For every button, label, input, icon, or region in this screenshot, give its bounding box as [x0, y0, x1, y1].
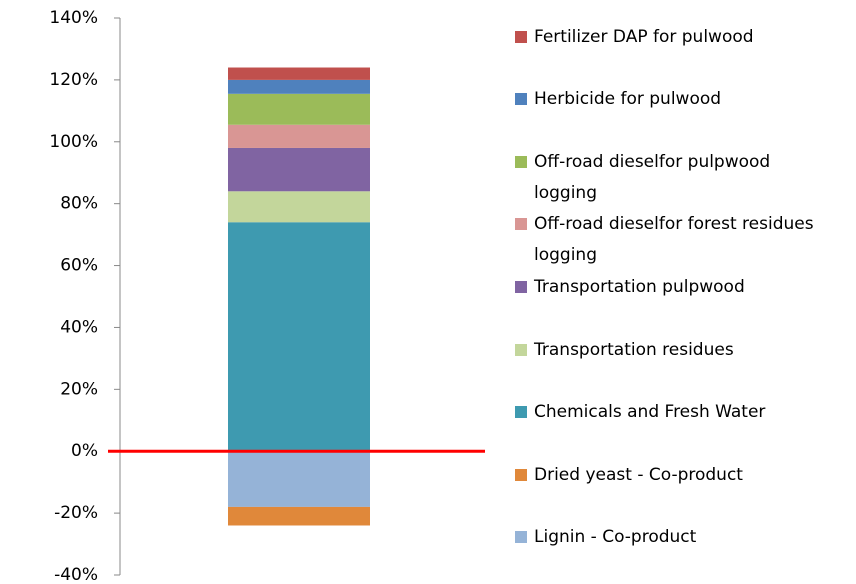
legend-label: Fertilizer DAP for pulwood	[534, 26, 754, 47]
y-tick-label: -20%	[54, 503, 98, 523]
bar-segment	[228, 506, 370, 526]
legend-label: Chemicals and Fresh Water	[534, 402, 766, 423]
legend-label: Dried yeast - Co-product	[534, 464, 743, 485]
legend-label: Herbicide for pulwood	[534, 89, 722, 110]
legend-item: Herbicide for pulwood	[512, 84, 842, 115]
legend-swatch	[515, 343, 527, 356]
y-tick-label: 60%	[60, 256, 98, 276]
bar-segment	[228, 222, 370, 452]
legend-swatch	[515, 406, 527, 419]
legend-item: Transportation residues	[512, 335, 842, 366]
legend-label: Off-road dieselfor pulpwood logging	[534, 151, 771, 203]
legend-swatch	[515, 468, 527, 481]
y-tick-label: 100%	[49, 132, 98, 152]
y-tick-label: 40%	[60, 317, 98, 337]
legend-label: Off-road dieselfor forest residues loggi…	[534, 214, 814, 266]
bar-segment	[228, 451, 370, 507]
legend-swatch	[515, 155, 527, 168]
y-tick-label: 20%	[60, 379, 98, 399]
legend-swatch	[515, 30, 527, 43]
legend-item: Off-road dieselfor forest residues loggi…	[512, 209, 842, 271]
y-tick-label: 120%	[49, 70, 98, 90]
legend-item: Lignin - Co-product	[512, 522, 842, 553]
bar-segment	[228, 147, 370, 192]
legend-item: Dried yeast - Co-product	[512, 460, 842, 491]
legend-item: Chemicals and Fresh Water	[512, 397, 842, 428]
legend-label: Transportation residues	[534, 339, 734, 360]
y-tick-label: 140%	[49, 8, 98, 28]
y-tick-label: -40%	[54, 565, 98, 584]
bar-segment	[228, 124, 370, 148]
bar-segment	[228, 93, 370, 125]
bar-segment	[228, 79, 370, 94]
y-tick-label: 80%	[60, 194, 98, 214]
legend-label: Transportation pulpwood	[534, 276, 745, 297]
legend-swatch	[515, 218, 527, 231]
y-tick-label: 0%	[71, 441, 98, 461]
legend-swatch	[515, 531, 527, 544]
bar-segment	[228, 191, 370, 223]
legend-item: Off-road dieselfor pulpwood logging	[512, 147, 842, 209]
legend-swatch	[515, 93, 527, 106]
legend-label: Lignin - Co-product	[534, 527, 697, 548]
legend-item: Fertilizer DAP for pulwood	[512, 22, 842, 53]
bar-segment	[228, 67, 370, 80]
legend-item: Transportation pulpwood	[512, 272, 842, 303]
legend-swatch	[515, 280, 527, 293]
